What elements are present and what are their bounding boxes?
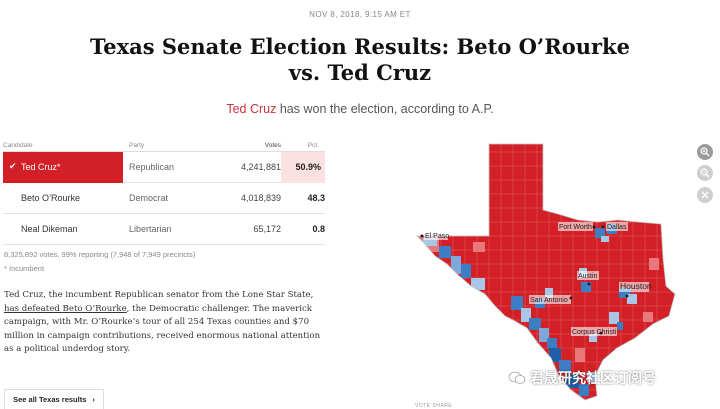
city-label-dallas: Dallas: [607, 224, 627, 231]
party-cell: Republican: [129, 162, 175, 172]
dallas-marker: [601, 225, 605, 229]
votes-cell: 4,018,839: [240, 193, 281, 203]
party-cell: Libertarian: [129, 224, 172, 234]
zoom-in-icon[interactable]: [697, 144, 713, 160]
fort-worth-marker: [592, 225, 596, 229]
votes-cell: 4,241,881: [240, 162, 281, 172]
pct-cell: 50.9%: [281, 151, 325, 183]
city-label-san-antonio: San Antonio: [530, 297, 568, 304]
watermark-text: 君晟研究社区订阅号: [530, 370, 656, 386]
wechat-icon: [508, 371, 526, 384]
pct-cell: 48.3: [307, 193, 325, 203]
reporting-status: 8,325,892 votes, 99% reporting (7,948 of…: [4, 250, 196, 259]
city-label-fort-worth: Fort Worth: [559, 224, 592, 231]
candidate-name: Beto O’Rourke: [21, 193, 81, 203]
table-header: Candidate Party Votes Pct.: [3, 140, 325, 152]
page-title: Texas Senate Election Results: Beto O’Ro…: [0, 34, 720, 86]
header-votes: Votes: [264, 142, 281, 149]
header-party: Party: [129, 142, 145, 149]
zoom-out-icon[interactable]: [697, 165, 713, 181]
header-candidate: Candidate: [3, 142, 33, 149]
watermark: 君晟研究社区订阅号: [508, 368, 656, 388]
results-table: Candidate Party Votes Pct. ✔ Ted Cruz* R…: [3, 140, 325, 245]
header-pct: Pct.: [307, 142, 319, 149]
el-paso-marker: [420, 234, 424, 238]
see-all-label: See all Texas results: [13, 395, 87, 404]
city-labels: El Paso Fort Worth Dallas Austin Houston…: [420, 222, 652, 336]
candidate-cell: ✔ Ted Cruz*: [3, 151, 123, 183]
table-row: ✔ Ted Cruz* Republican 4,241,881 50.9%: [3, 151, 325, 183]
page-title-line-2: vs. Ted Cruz: [288, 60, 432, 85]
article-text-end: , the Democratic challenger. The maveric…: [4, 303, 321, 355]
chevron-right-icon: ›: [92, 395, 95, 404]
article-paragraph: Ted Cruz, the incumbent Republican senat…: [4, 289, 326, 357]
san-antonio-marker: [569, 296, 573, 300]
page-title-line-1: Texas Senate Election Results: Beto O’Ro…: [90, 34, 630, 59]
city-label-austin: Austin: [578, 273, 598, 280]
corpus-christi-marker: [599, 331, 603, 335]
incumbent-note: * Incumbent: [4, 264, 45, 273]
pct-cell: 0.8: [312, 224, 325, 234]
magnifier-minus-icon: [700, 168, 710, 178]
party-cell: Democrat: [129, 193, 169, 203]
city-label-el-paso: El Paso: [425, 233, 449, 240]
city-label-houston: Houston: [620, 281, 652, 291]
texas-county-map[interactable]: El Paso Fort Worth Dallas Austin Houston…: [413, 138, 688, 409]
article-text-start: Ted Cruz, the incumbent Republican senat…: [4, 290, 314, 300]
result-summary-text: has won the election, according to A.P.: [276, 102, 494, 116]
votes-cell: 65,172: [253, 224, 281, 234]
magnifier-plus-icon: [700, 147, 710, 157]
article-link[interactable]: has defeated Beto O’Rourke: [4, 303, 127, 314]
checkmark-icon: ✔: [9, 160, 17, 171]
x-icon: [701, 191, 709, 199]
austin-marker: [587, 282, 591, 286]
close-icon[interactable]: [697, 187, 713, 203]
candidate-name: Neal Dikeman: [21, 224, 78, 234]
winner-name: Ted Cruz: [226, 102, 277, 116]
table-row: Neal Dikeman Libertarian 65,172 0.8: [3, 214, 325, 245]
timestamp: NOV 8, 2018, 9:15 AM ET: [309, 10, 411, 19]
state-outline: [416, 143, 676, 401]
see-all-results-button[interactable]: See all Texas results ›: [4, 389, 104, 409]
city-label-corpus-christi: Corpus Christi: [572, 329, 617, 336]
houston-marker: [625, 294, 629, 298]
vote-share-legend-label: VOTE SHARE: [415, 403, 453, 409]
table-row: Beto O’Rourke Democrat 4,018,839 48.3: [3, 183, 325, 214]
candidate-name: Ted Cruz*: [21, 162, 61, 172]
result-summary: Ted Cruz has won the election, according…: [0, 102, 720, 116]
